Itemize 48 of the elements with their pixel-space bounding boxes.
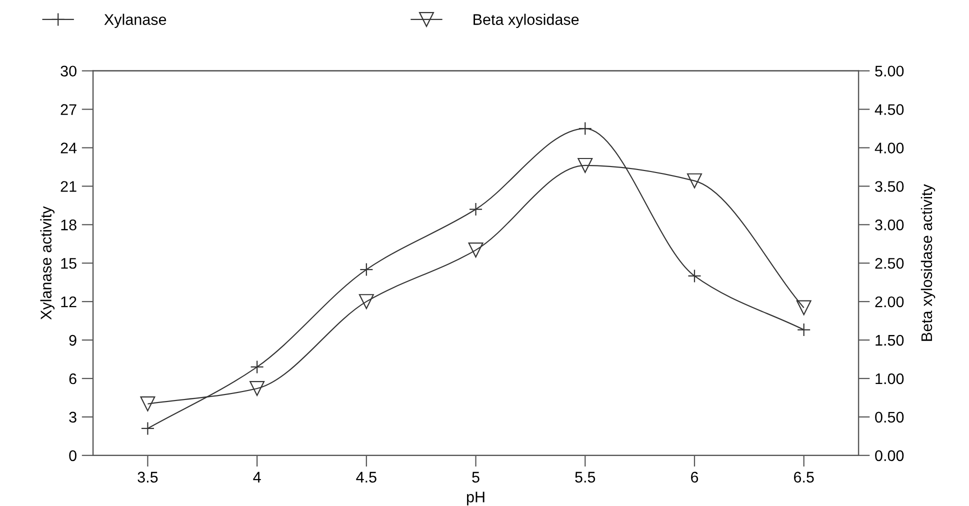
- point: [250, 380, 265, 396]
- legend-label: Beta xylosidase: [474, 14, 579, 28]
- point: [250, 360, 264, 374]
- y-tick-label: 21: [60, 181, 76, 192]
- x-tick-label: 3.5: [138, 472, 158, 483]
- y2-tick-label: 1.00: [876, 373, 904, 384]
- point: [796, 300, 812, 316]
- point: [140, 422, 155, 436]
- y-tick-label: 15: [61, 258, 76, 269]
- point: [468, 202, 483, 216]
- y-axis-title: Xylanase activity: [40, 206, 55, 320]
- y-tick-label: 30: [60, 66, 76, 77]
- y-tick-label: 18: [61, 220, 76, 230]
- y2-tick-label: 3.50: [875, 181, 904, 192]
- y2-tick-label: 4.50: [874, 104, 904, 115]
- legend-label: Xylanase: [104, 14, 166, 28]
- y-tick-label: 24: [60, 142, 77, 154]
- point: [360, 262, 374, 276]
- x-tick-label: 4: [253, 472, 261, 482]
- x-tick-label: 6.5: [794, 472, 814, 483]
- y-tick-label: 27: [60, 104, 76, 115]
- point: [468, 242, 484, 258]
- y2-axis-title: Beta xylosidase activity: [920, 184, 936, 341]
- point: [578, 122, 592, 136]
- y-tick-label: 0: [69, 450, 76, 462]
- x-tick-label: 6: [691, 472, 698, 483]
- y-tick-label: 12: [61, 296, 76, 308]
- y-tick-label: 9: [69, 334, 76, 346]
- point: [578, 158, 593, 173]
- y2-tick-label: 0.50: [875, 412, 904, 423]
- y-tick-label: 6: [69, 373, 76, 384]
- y2-tick-label: 3.00: [875, 220, 904, 230]
- point: [686, 173, 702, 188]
- y2-tick-label: 4.00: [874, 142, 904, 154]
- x-tick-label: 5: [472, 472, 480, 483]
- y2-tick-label: 2.50: [875, 258, 904, 269]
- y2-tick-label: 0.00: [875, 450, 904, 462]
- point: [688, 269, 702, 283]
- point: [358, 294, 374, 310]
- y2-tick-label: 5.00: [875, 66, 904, 77]
- point: [797, 322, 811, 337]
- x-axis-title: pH: [467, 492, 484, 506]
- x-tick-label: 4.5: [356, 472, 376, 483]
- x-tick-label: 5.5: [575, 472, 596, 483]
- y2-tick-label: 2.00: [875, 296, 904, 308]
- y2-tick-label: 1.50: [876, 334, 904, 346]
- point: [140, 396, 156, 412]
- y-tick-label: 3: [69, 412, 76, 423]
